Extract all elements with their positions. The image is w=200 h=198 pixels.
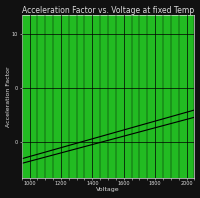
Title: Acceleration Factor vs. Voltage at fixed Temp: Acceleration Factor vs. Voltage at fixed… [22,6,194,15]
Y-axis label: Acceleration Factor: Acceleration Factor [6,66,11,127]
X-axis label: Voltage: Voltage [96,188,120,192]
